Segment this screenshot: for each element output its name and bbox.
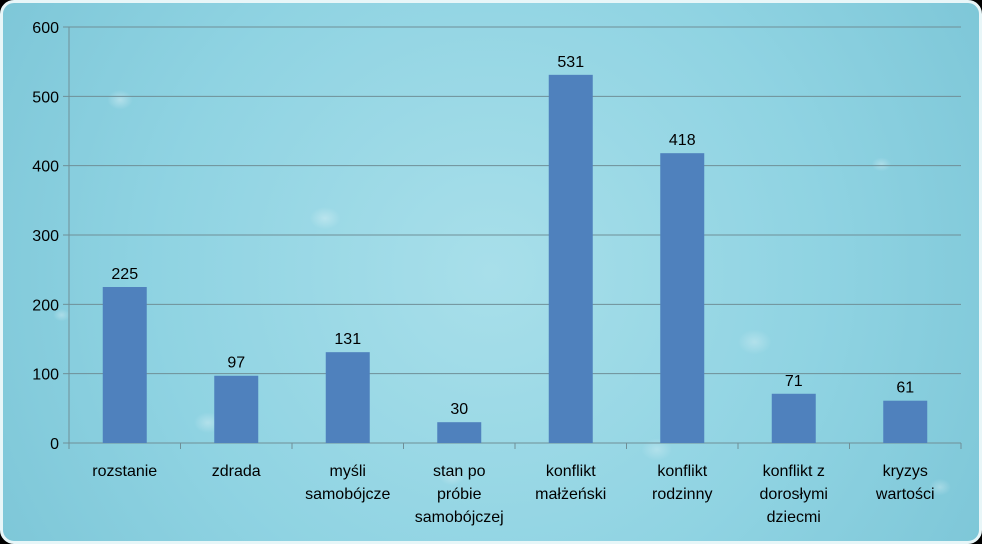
data-label: 71 bbox=[785, 373, 803, 390]
data-label: 61 bbox=[896, 380, 914, 397]
category-label-line: konflikt bbox=[657, 463, 707, 480]
category-label-line: konflikt bbox=[546, 463, 596, 480]
y-tick-label: 400 bbox=[32, 159, 59, 176]
category-label-line: próbie bbox=[437, 486, 482, 503]
category-label-line: zdrada bbox=[212, 463, 261, 480]
data-label: 97 bbox=[227, 355, 245, 372]
y-tick-label: 600 bbox=[32, 20, 59, 37]
category-label: konflikt z dorosłymi dziecmi bbox=[760, 463, 828, 526]
bar bbox=[883, 400, 928, 443]
category-label: stan po próbie samobójczej bbox=[415, 463, 504, 526]
data-label: 418 bbox=[669, 132, 696, 149]
bar bbox=[102, 287, 147, 443]
category-label: myśli samobójcze bbox=[305, 463, 390, 503]
bar bbox=[660, 153, 705, 444]
bar-chart: 0 100 200 300 400 500 600 225 rozstanie 97 zdrada 1… bbox=[32, 20, 962, 526]
bar bbox=[325, 352, 370, 443]
y-tick-label: 200 bbox=[32, 297, 59, 314]
category-label-line: samobójczej bbox=[415, 509, 504, 526]
data-label: 531 bbox=[557, 54, 584, 71]
category-label: kryzys wartości bbox=[875, 463, 935, 503]
y-tick-label: 300 bbox=[32, 228, 59, 245]
y-tick-label: 100 bbox=[32, 367, 59, 384]
bar bbox=[214, 375, 259, 443]
bar bbox=[548, 74, 593, 443]
data-label: 225 bbox=[111, 266, 138, 283]
y-tick-label: 500 bbox=[32, 89, 59, 106]
category-label: konflikt rodzinny bbox=[652, 463, 712, 503]
category-label-line: dorosłymi bbox=[760, 486, 828, 503]
category-label-line: rodzinny bbox=[652, 486, 712, 503]
category-label-line: wartości bbox=[875, 486, 935, 503]
data-label: 131 bbox=[334, 331, 361, 348]
category-label-line: samobójcze bbox=[305, 486, 390, 503]
y-tick-label: 0 bbox=[50, 436, 59, 453]
category-label-line: dziecmi bbox=[767, 509, 821, 526]
bar bbox=[771, 393, 816, 443]
category-label: zdrada bbox=[212, 463, 261, 480]
category-label-line: stan po bbox=[433, 463, 486, 480]
category-label: rozstanie bbox=[92, 463, 157, 480]
data-label: 30 bbox=[450, 401, 468, 418]
category-label-line: myśli bbox=[330, 463, 366, 480]
bar bbox=[437, 422, 482, 443]
category-label-line: konflikt z bbox=[763, 463, 825, 480]
category-label-line: rozstanie bbox=[92, 463, 157, 480]
category-label-line: kryzys bbox=[883, 463, 928, 480]
category-label: konflikt małżeński bbox=[535, 463, 606, 503]
category-label-line: małżeński bbox=[535, 486, 606, 503]
